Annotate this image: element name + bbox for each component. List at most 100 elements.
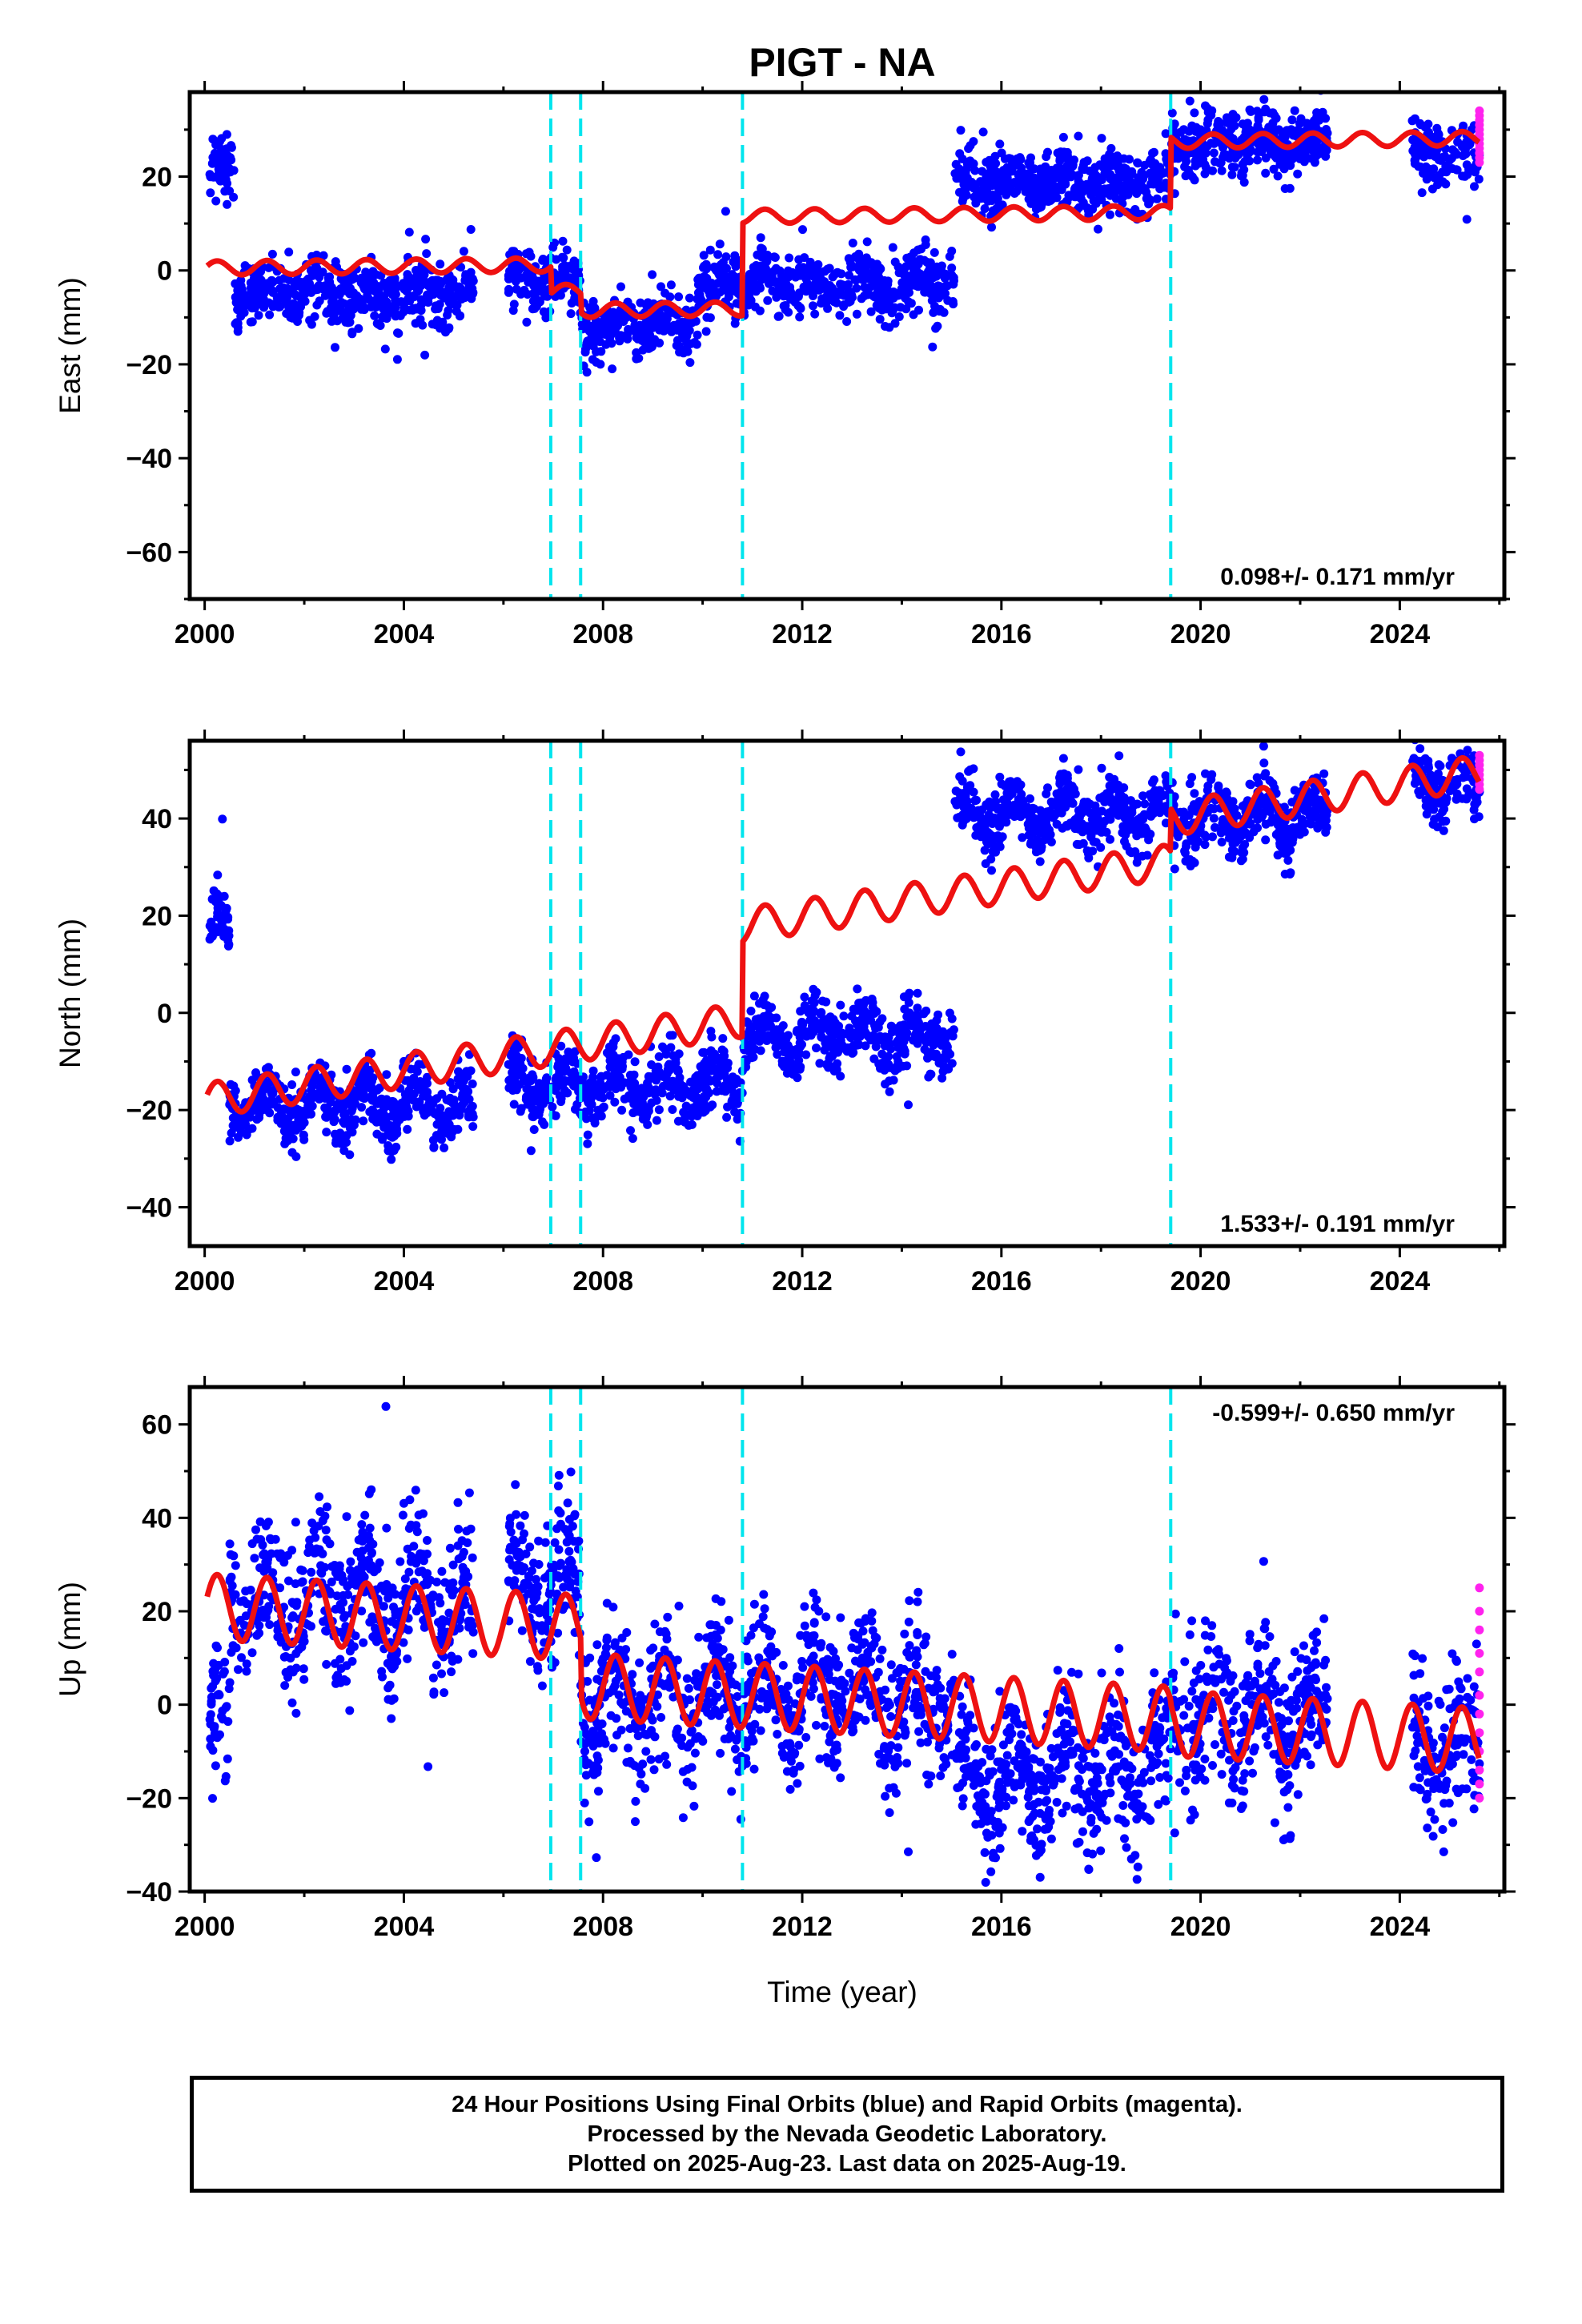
east-x-tick-label: 2012 bbox=[772, 619, 833, 649]
north-data-point bbox=[375, 1109, 384, 1118]
north-data-point bbox=[745, 1025, 754, 1035]
east-x-tick-label: 2004 bbox=[374, 619, 435, 649]
east-data-point bbox=[941, 289, 950, 298]
east-data-point bbox=[636, 298, 645, 308]
north-data-point bbox=[1091, 838, 1101, 847]
east-data-point bbox=[461, 274, 471, 283]
north-data-point bbox=[1061, 801, 1070, 810]
east-data-point bbox=[650, 335, 660, 344]
east-y-tick-label: −40 bbox=[126, 444, 172, 474]
east-data-point bbox=[236, 275, 246, 285]
north-data-point bbox=[817, 996, 827, 1006]
east-data-point bbox=[770, 253, 780, 262]
east-data-point bbox=[1009, 162, 1018, 171]
north-data-point bbox=[1150, 790, 1159, 800]
north-data-point bbox=[276, 1112, 286, 1120]
north-data-point bbox=[871, 1042, 881, 1051]
east-data-point bbox=[1191, 123, 1201, 132]
east-data-point bbox=[913, 259, 923, 269]
east-data-point bbox=[1285, 183, 1295, 193]
east-data-point bbox=[917, 244, 926, 254]
east-data-point bbox=[1227, 124, 1236, 134]
north-data-point bbox=[1239, 848, 1249, 858]
east-data-point bbox=[758, 267, 768, 276]
east-data-point bbox=[1113, 151, 1122, 161]
east-plot-area bbox=[205, 78, 1484, 599]
east-data-point bbox=[505, 286, 515, 295]
east-data-point bbox=[902, 253, 912, 263]
north-data-point bbox=[898, 1061, 908, 1071]
north-data-point bbox=[853, 1027, 862, 1036]
north-data-point bbox=[868, 998, 877, 1007]
north-data-point bbox=[535, 1087, 544, 1096]
east-data-point bbox=[1190, 108, 1199, 118]
east-data-point bbox=[307, 266, 315, 275]
north-data-point bbox=[661, 1049, 671, 1059]
north-data-point bbox=[358, 1072, 367, 1081]
east-data-point bbox=[666, 280, 676, 290]
east-data-point bbox=[571, 266, 580, 275]
east-data-point bbox=[888, 243, 897, 252]
east-data-point bbox=[715, 239, 725, 249]
north-data-point bbox=[705, 1047, 715, 1057]
east-data-point bbox=[1265, 141, 1275, 150]
east-data-point bbox=[810, 309, 820, 319]
east-data-point bbox=[1097, 134, 1106, 143]
east-data-point bbox=[852, 283, 861, 293]
east-data-point bbox=[283, 288, 292, 298]
east-data-point bbox=[1261, 168, 1271, 178]
east-data-point bbox=[285, 300, 295, 309]
east-data-point bbox=[1041, 183, 1050, 193]
north-data-point bbox=[900, 1004, 909, 1014]
north-data-point bbox=[892, 1052, 901, 1061]
north-data-point bbox=[701, 1092, 710, 1102]
north-data-point bbox=[824, 1063, 833, 1072]
east-data-point bbox=[516, 289, 526, 299]
east-data-point bbox=[845, 271, 853, 280]
north-data-point bbox=[252, 1101, 262, 1111]
north-data-point bbox=[530, 1096, 539, 1106]
north-data-point bbox=[1109, 798, 1118, 808]
east-data-point bbox=[956, 126, 966, 135]
north-data-point bbox=[1097, 763, 1106, 773]
east-x-tick-label: 2008 bbox=[572, 619, 633, 649]
north-data-point bbox=[588, 1066, 598, 1076]
north-data-point bbox=[1055, 773, 1064, 782]
north-data-point bbox=[699, 1108, 709, 1117]
east-data-point bbox=[1302, 119, 1311, 128]
north-data-point bbox=[429, 1143, 439, 1152]
north-data-point bbox=[681, 1113, 690, 1123]
north-data-point bbox=[383, 1141, 393, 1150]
east-data-point bbox=[773, 278, 782, 287]
north-data-point bbox=[404, 1112, 413, 1121]
north-data-point bbox=[509, 1100, 519, 1109]
north-data-point bbox=[807, 996, 817, 1006]
east-data-point bbox=[1080, 165, 1089, 175]
north-data-point bbox=[913, 1003, 922, 1013]
north-data-point bbox=[540, 1081, 550, 1091]
east-data-point bbox=[712, 292, 721, 301]
north-data-point bbox=[885, 1087, 894, 1096]
east-data-point bbox=[857, 294, 866, 304]
east-data-point bbox=[558, 236, 568, 246]
east-data-point bbox=[893, 291, 902, 300]
east-data-point bbox=[901, 280, 911, 290]
east-data-point bbox=[1259, 78, 1268, 87]
east-data-point bbox=[948, 297, 958, 306]
north-data-point bbox=[346, 1119, 355, 1128]
east-data-point bbox=[1070, 155, 1078, 165]
north-data-point bbox=[464, 1095, 474, 1104]
east-data-point bbox=[970, 192, 979, 202]
east-data-point bbox=[399, 308, 408, 317]
north-data-point bbox=[205, 935, 215, 944]
north-data-point bbox=[1274, 828, 1283, 838]
north-data-point bbox=[209, 886, 219, 895]
east-data-point bbox=[510, 262, 520, 271]
east-data-point bbox=[1281, 155, 1291, 163]
north-data-point bbox=[697, 1068, 706, 1078]
north-data-point bbox=[1106, 834, 1114, 844]
north-data-point bbox=[1024, 823, 1034, 833]
east-data-point bbox=[1161, 149, 1170, 159]
north-data-point bbox=[1180, 846, 1190, 856]
east-data-point bbox=[1474, 175, 1484, 184]
